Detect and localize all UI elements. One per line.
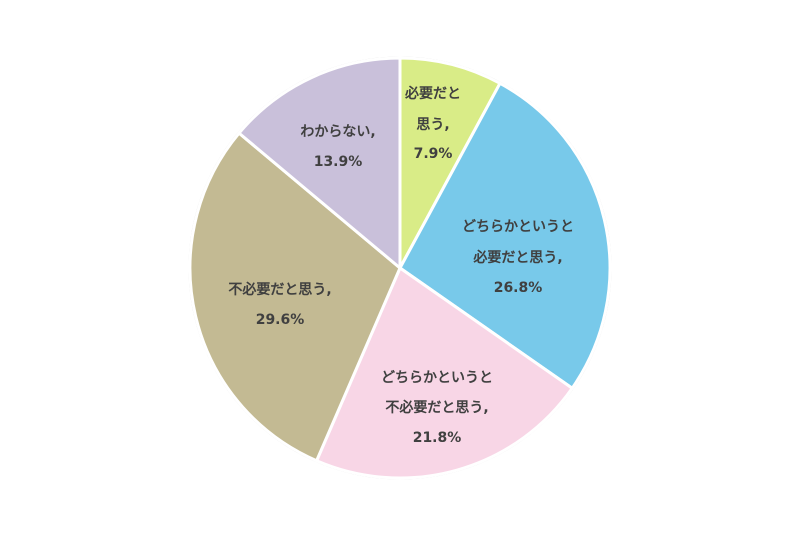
data-label-value: 21.8% — [413, 430, 462, 446]
data-label-category: どちらかというと — [381, 370, 493, 386]
pie-slice — [188, 131, 402, 463]
data-label: わからない, 13.9% — [300, 124, 375, 170]
data-label-value: 26.8% — [494, 280, 543, 296]
pie-slice — [315, 266, 574, 480]
data-label-value: 29.6% — [256, 312, 305, 328]
data-label-category: わからない, — [300, 124, 375, 140]
data-label-value: 7.9% — [414, 146, 453, 162]
data-label: どちらかというと必要だと思う, 26.8% — [462, 219, 574, 296]
data-label-value: 13.9% — [314, 154, 363, 170]
data-label-category: 必要だと — [404, 85, 461, 102]
data-label-category: 不必要だと思う, — [228, 281, 331, 298]
data-label: 不必要だと思う, 29.6% — [228, 281, 331, 328]
pie-slice — [398, 56, 502, 270]
data-label-category: 必要だと思う, — [472, 249, 562, 266]
data-label: 必要だと思う, 7.9% — [404, 85, 461, 162]
data-label-category: 思う, — [416, 117, 449, 133]
data-label-category: 不必要だと思う, — [385, 399, 488, 416]
data-label: どちらかというと不必要だと思う, 21.8% — [381, 370, 493, 446]
data-label-category: どちらかというと — [462, 219, 574, 235]
pie-slice — [398, 81, 612, 390]
pie-slice — [237, 56, 402, 270]
